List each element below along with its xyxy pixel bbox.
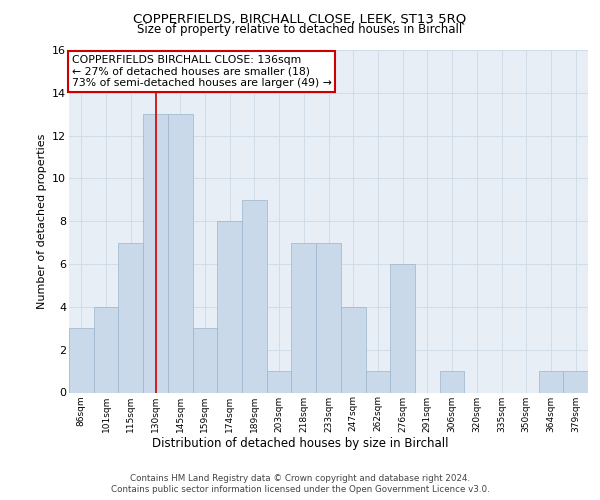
Bar — [316, 242, 341, 392]
Bar — [539, 371, 563, 392]
Bar — [193, 328, 217, 392]
Bar — [267, 371, 292, 392]
Bar — [69, 328, 94, 392]
Text: COPPERFIELDS, BIRCHALL CLOSE, LEEK, ST13 5RQ: COPPERFIELDS, BIRCHALL CLOSE, LEEK, ST13… — [133, 12, 467, 26]
Bar — [563, 371, 588, 392]
Text: Distribution of detached houses by size in Birchall: Distribution of detached houses by size … — [152, 438, 448, 450]
Bar — [242, 200, 267, 392]
Y-axis label: Number of detached properties: Number of detached properties — [37, 134, 47, 309]
Text: Size of property relative to detached houses in Birchall: Size of property relative to detached ho… — [137, 22, 463, 36]
Bar — [118, 242, 143, 392]
Text: Contains public sector information licensed under the Open Government Licence v3: Contains public sector information licen… — [110, 485, 490, 494]
Bar — [143, 114, 168, 392]
Bar — [168, 114, 193, 392]
Bar — [341, 307, 365, 392]
Bar — [365, 371, 390, 392]
Text: COPPERFIELDS BIRCHALL CLOSE: 136sqm
← 27% of detached houses are smaller (18)
73: COPPERFIELDS BIRCHALL CLOSE: 136sqm ← 27… — [71, 55, 331, 88]
Bar — [94, 307, 118, 392]
Text: Contains HM Land Registry data © Crown copyright and database right 2024.: Contains HM Land Registry data © Crown c… — [130, 474, 470, 483]
Bar — [217, 221, 242, 392]
Bar — [292, 242, 316, 392]
Bar — [390, 264, 415, 392]
Bar — [440, 371, 464, 392]
